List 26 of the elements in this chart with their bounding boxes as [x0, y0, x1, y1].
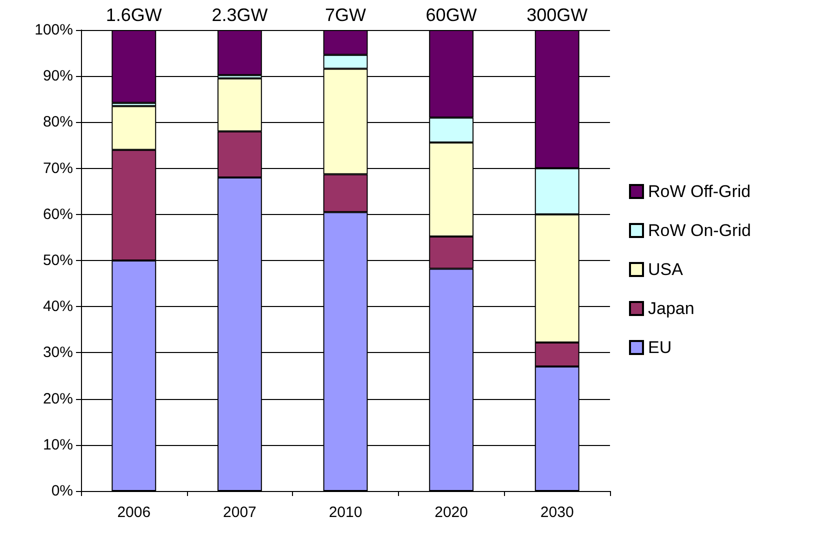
- y-tick-label: 40%: [42, 298, 73, 316]
- y-tick-label: 90%: [42, 68, 73, 85]
- x-tick-label: 2007: [223, 504, 256, 521]
- y-tick-label: 50%: [42, 252, 73, 269]
- legend-label: USA: [648, 260, 684, 279]
- legend-label: RoW On-Grid: [648, 221, 751, 240]
- y-tick-label: 0%: [51, 482, 73, 500]
- y-tick-label: 20%: [42, 390, 73, 408]
- y-tick-label: 30%: [42, 344, 73, 362]
- x-tick-label: 2020: [434, 504, 468, 521]
- legend-label: RoW Off-Grid: [648, 182, 751, 201]
- annotation: 60GW: [426, 5, 477, 25]
- x-tick-label: 2006: [117, 504, 151, 521]
- x-tick-label: 2010: [328, 504, 362, 521]
- y-tick-label: 10%: [42, 436, 73, 454]
- x-tick-label: 2030: [540, 504, 574, 521]
- legend-label: Japan: [648, 299, 694, 318]
- y-tick-label: 70%: [42, 160, 73, 177]
- y-tick-label: 80%: [42, 114, 73, 131]
- y-tick-label: 60%: [42, 206, 73, 223]
- annotation: 7GW: [324, 5, 366, 25]
- y-tick-label: 100%: [34, 22, 73, 38]
- annotation: 2.3GW: [212, 5, 268, 25]
- annotation: 1.6GW: [106, 5, 162, 25]
- legend-label: EU: [648, 338, 672, 357]
- annotation: 300GW: [526, 5, 588, 25]
